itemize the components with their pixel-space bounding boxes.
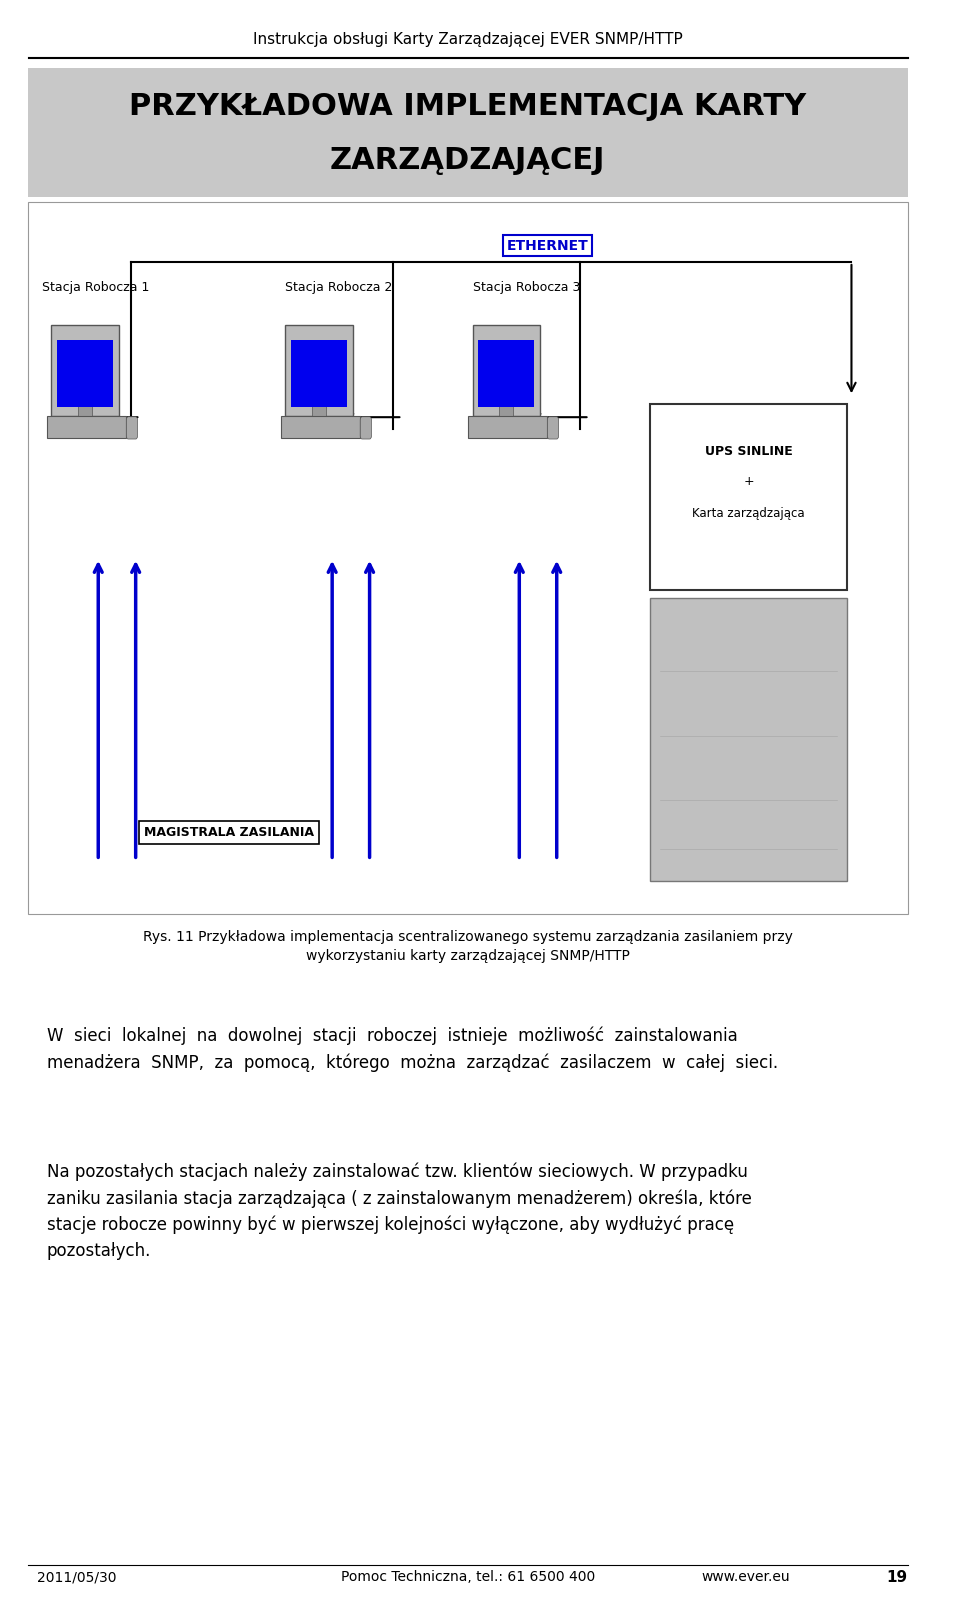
FancyBboxPatch shape: [360, 417, 372, 440]
FancyBboxPatch shape: [47, 417, 127, 438]
Text: PRZYKŁADOWA IMPLEMENTACJA KARTY: PRZYKŁADOWA IMPLEMENTACJA KARTY: [130, 92, 806, 121]
Text: Stacja Robocza 2: Stacja Robocza 2: [285, 281, 393, 294]
FancyBboxPatch shape: [312, 404, 325, 419]
FancyBboxPatch shape: [650, 598, 847, 881]
FancyBboxPatch shape: [498, 404, 513, 419]
FancyBboxPatch shape: [472, 325, 540, 416]
Text: Stacja Robocza 1: Stacja Robocza 1: [42, 281, 150, 294]
Text: Pomoc Techniczna, tel.: 61 6500 400: Pomoc Techniczna, tel.: 61 6500 400: [341, 1570, 595, 1585]
FancyBboxPatch shape: [291, 340, 348, 406]
FancyBboxPatch shape: [57, 340, 113, 406]
FancyBboxPatch shape: [478, 340, 535, 406]
Text: Karta zarządzająca: Karta zarządzająca: [692, 506, 804, 521]
Text: UPS SINLINE: UPS SINLINE: [705, 445, 792, 459]
FancyBboxPatch shape: [468, 417, 547, 438]
Text: MAGISTRALA ZASILANIA: MAGISTRALA ZASILANIA: [144, 826, 314, 839]
FancyBboxPatch shape: [280, 417, 360, 438]
Text: +: +: [743, 474, 754, 488]
FancyBboxPatch shape: [28, 68, 907, 197]
Text: Na pozostałych stacjach należy zainstalować tzw. klientów sieciowych. W przypadk: Na pozostałych stacjach należy zainstalo…: [47, 1163, 752, 1260]
Text: Rys. 11 Przykładowa implementacja scentralizowanego systemu zarządzania zasilani: Rys. 11 Przykładowa implementacja scentr…: [143, 930, 793, 964]
Text: ZARZĄDZAJĄCEJ: ZARZĄDZAJĄCEJ: [330, 146, 606, 175]
FancyBboxPatch shape: [127, 417, 137, 440]
FancyBboxPatch shape: [547, 417, 559, 440]
Text: Instrukcja obsługi Karty Zarządzającej EVER SNMP/HTTP: Instrukcja obsługi Karty Zarządzającej E…: [253, 32, 683, 47]
FancyBboxPatch shape: [28, 202, 907, 914]
Text: ETHERNET: ETHERNET: [507, 239, 588, 252]
Text: 19: 19: [886, 1570, 907, 1585]
FancyBboxPatch shape: [52, 325, 119, 416]
FancyBboxPatch shape: [285, 325, 352, 416]
Text: Stacja Robocza 3: Stacja Robocza 3: [472, 281, 580, 294]
FancyBboxPatch shape: [78, 404, 92, 419]
Text: www.ever.eu: www.ever.eu: [702, 1570, 790, 1585]
Text: 2011/05/30: 2011/05/30: [37, 1570, 117, 1585]
Text: W  sieci  lokalnej  na  dowolnej  stacji  roboczej  istnieje  możliwość  zainsta: W sieci lokalnej na dowolnej stacji robo…: [47, 1027, 778, 1072]
FancyBboxPatch shape: [650, 404, 847, 590]
